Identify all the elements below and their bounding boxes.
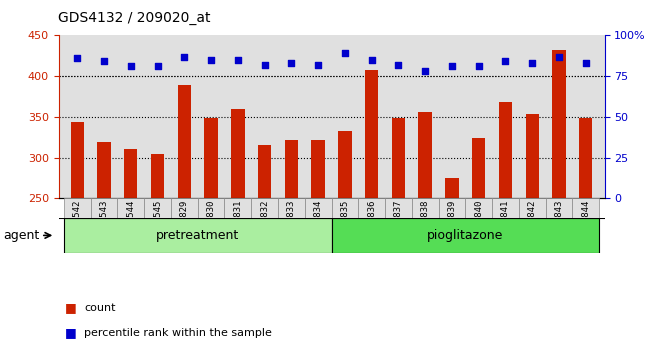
Bar xyxy=(98,142,111,354)
Bar xyxy=(358,198,385,218)
Bar xyxy=(472,138,486,354)
Bar xyxy=(338,131,352,354)
Text: GSM201841: GSM201841 xyxy=(501,199,510,247)
Bar xyxy=(171,198,198,218)
Point xyxy=(72,55,83,61)
Text: GSM201837: GSM201837 xyxy=(394,199,403,247)
Bar xyxy=(552,50,566,354)
Bar xyxy=(419,112,432,354)
Bar xyxy=(224,198,251,218)
Text: GSM201836: GSM201836 xyxy=(367,199,376,247)
Bar xyxy=(177,85,191,354)
Bar xyxy=(412,198,439,218)
Point xyxy=(233,57,243,63)
Point xyxy=(206,57,216,63)
Bar xyxy=(204,118,218,354)
Bar xyxy=(519,198,545,218)
Bar xyxy=(439,198,465,218)
Bar xyxy=(90,198,118,218)
Point xyxy=(340,51,350,56)
Point xyxy=(527,60,538,66)
Bar xyxy=(332,218,599,253)
Bar xyxy=(144,198,171,218)
Point xyxy=(580,60,591,66)
Text: GSM201832: GSM201832 xyxy=(260,199,269,247)
Text: GSM201840: GSM201840 xyxy=(474,199,483,247)
Text: GSM201543: GSM201543 xyxy=(99,199,109,247)
Point xyxy=(179,54,190,59)
Bar xyxy=(445,178,459,354)
Bar xyxy=(258,145,271,354)
Bar xyxy=(526,114,539,354)
Text: GSM201835: GSM201835 xyxy=(341,199,350,247)
Text: GSM201834: GSM201834 xyxy=(313,199,322,247)
Text: GSM201542: GSM201542 xyxy=(73,199,82,247)
Bar xyxy=(151,154,164,354)
Point xyxy=(367,57,377,63)
Bar xyxy=(64,218,332,253)
Bar xyxy=(198,198,224,218)
Bar xyxy=(285,141,298,354)
Bar xyxy=(278,198,305,218)
Bar xyxy=(64,198,90,218)
Text: GSM201838: GSM201838 xyxy=(421,199,430,247)
Text: ■: ■ xyxy=(65,302,77,314)
Text: GDS4132 / 209020_at: GDS4132 / 209020_at xyxy=(58,11,211,25)
Bar xyxy=(573,198,599,218)
Bar xyxy=(124,149,137,354)
Bar xyxy=(545,198,573,218)
Point xyxy=(393,62,404,68)
Text: GSM201833: GSM201833 xyxy=(287,199,296,247)
Point xyxy=(420,68,430,74)
Bar xyxy=(332,198,358,218)
Text: GSM201830: GSM201830 xyxy=(207,199,216,247)
Point xyxy=(259,62,270,68)
Text: GSM201842: GSM201842 xyxy=(528,199,537,247)
Text: GSM201831: GSM201831 xyxy=(233,199,242,247)
Point xyxy=(286,60,296,66)
Text: GSM201544: GSM201544 xyxy=(126,199,135,247)
Point xyxy=(447,63,457,69)
Bar xyxy=(118,198,144,218)
Bar xyxy=(251,198,278,218)
Text: GSM201844: GSM201844 xyxy=(581,199,590,247)
Bar xyxy=(71,122,84,354)
Text: GSM201843: GSM201843 xyxy=(554,199,564,247)
Text: pretreatment: pretreatment xyxy=(156,229,239,242)
Bar xyxy=(579,119,592,354)
Bar xyxy=(385,198,412,218)
Point xyxy=(500,59,511,64)
Bar xyxy=(311,141,325,354)
Point xyxy=(554,54,564,59)
Text: ■: ■ xyxy=(65,326,77,339)
Point xyxy=(152,63,162,69)
Text: pioglitazone: pioglitazone xyxy=(427,229,504,242)
Bar xyxy=(499,102,512,354)
Point xyxy=(313,62,323,68)
Bar xyxy=(492,198,519,218)
Text: GSM201545: GSM201545 xyxy=(153,199,162,247)
Text: GSM201839: GSM201839 xyxy=(447,199,456,247)
Text: GSM201829: GSM201829 xyxy=(180,199,188,247)
Point xyxy=(473,63,484,69)
Bar xyxy=(392,119,405,354)
Bar xyxy=(365,70,378,354)
Point xyxy=(99,59,109,64)
Text: percentile rank within the sample: percentile rank within the sample xyxy=(84,328,272,338)
Text: count: count xyxy=(84,303,116,313)
Text: agent: agent xyxy=(3,229,40,242)
Bar xyxy=(231,109,244,354)
Bar xyxy=(305,198,332,218)
Bar xyxy=(465,198,492,218)
Point xyxy=(125,63,136,69)
